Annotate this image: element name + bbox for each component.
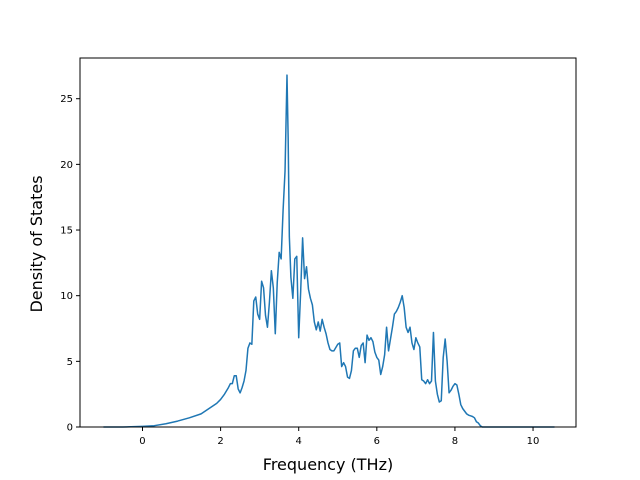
y-axis-ticks: 0 5 10 15 20 25: [60, 94, 80, 434]
y-tick-label: 20: [60, 160, 73, 171]
y-tick-label: 10: [60, 291, 73, 302]
axes-frame: [79, 57, 577, 428]
x-tick-label: 4: [296, 436, 302, 447]
x-tick-label: 8: [452, 436, 458, 447]
x-axis-ticks: 0 2 4 6 8 10: [139, 427, 539, 447]
y-tick-label: 25: [60, 94, 73, 105]
x-tick-label: 2: [217, 436, 223, 447]
x-tick-label: 10: [527, 436, 540, 447]
plot-area: [79, 57, 577, 428]
x-axis-label: Frequency (THz): [263, 455, 393, 474]
y-tick-label: 15: [60, 226, 73, 237]
y-axis-label: Density of States: [27, 175, 46, 312]
dos-series-line: [103, 74, 555, 428]
x-tick-label: 6: [374, 436, 380, 447]
y-tick-label: 0: [67, 423, 73, 434]
y-tick-label: 5: [67, 357, 73, 368]
x-tick-label: 0: [139, 436, 145, 447]
